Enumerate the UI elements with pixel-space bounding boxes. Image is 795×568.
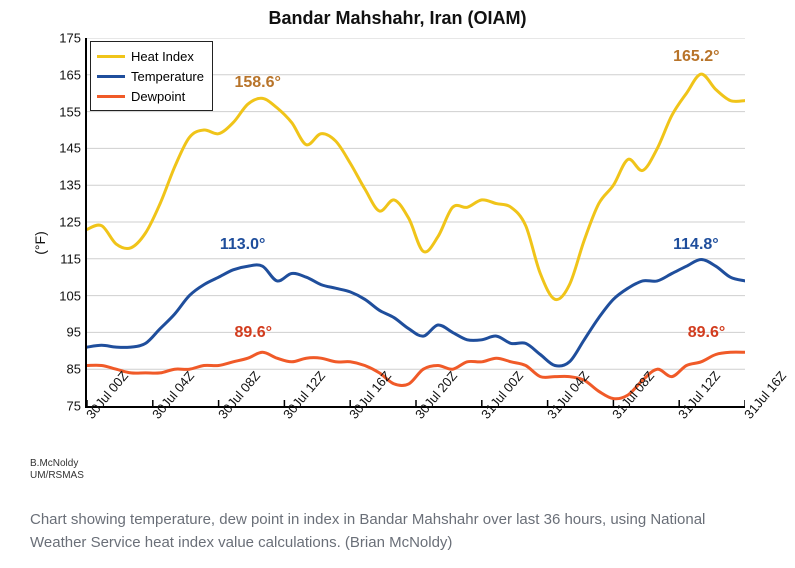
y-tick-label: 125 [59,215,81,230]
legend-swatch [97,95,125,98]
y-tick-label: 105 [59,288,81,303]
y-tick-label: 95 [67,325,81,340]
y-tick-label: 145 [59,141,81,156]
plot-area: Heat Index Temperature Dewpoint 75859510… [85,38,745,408]
legend-swatch [97,75,125,78]
legend-label: Dewpoint [131,89,185,104]
legend-swatch [97,55,125,58]
credit-text: B.McNoldyUM/RSMAS [30,458,84,482]
peak-annotation: 89.6° [688,324,726,342]
chart-title: Bandar Mahshahr, Iran (OIAM) [30,8,765,29]
y-axis-label: (°F) [32,231,48,254]
legend: Heat Index Temperature Dewpoint [90,41,213,111]
legend-item: Dewpoint [97,86,204,106]
y-tick-label: 155 [59,104,81,119]
legend-item: Temperature [97,66,204,86]
legend-item: Heat Index [97,46,204,66]
y-tick-label: 175 [59,31,81,46]
y-tick-label: 115 [60,251,81,266]
chart-container: Bandar Mahshahr, Iran (OIAM) (°F) Heat I… [30,8,765,478]
peak-annotation: 113.0° [220,236,266,254]
y-tick-label: 135 [59,178,81,193]
peak-annotation: 158.6° [234,74,280,92]
peak-annotation: 89.6° [234,324,272,342]
y-tick-label: 165 [59,67,81,82]
x-tick-label: 31Jul 16Z [741,368,789,421]
y-tick-label: 75 [67,399,81,414]
peak-annotation: 114.8° [673,236,719,254]
series-line [87,260,745,367]
legend-label: Heat Index [131,49,194,64]
y-tick-label: 85 [67,362,81,377]
legend-label: Temperature [131,69,204,84]
caption-text: Chart showing temperature, dew point in … [30,508,765,555]
peak-annotation: 165.2° [673,48,719,66]
